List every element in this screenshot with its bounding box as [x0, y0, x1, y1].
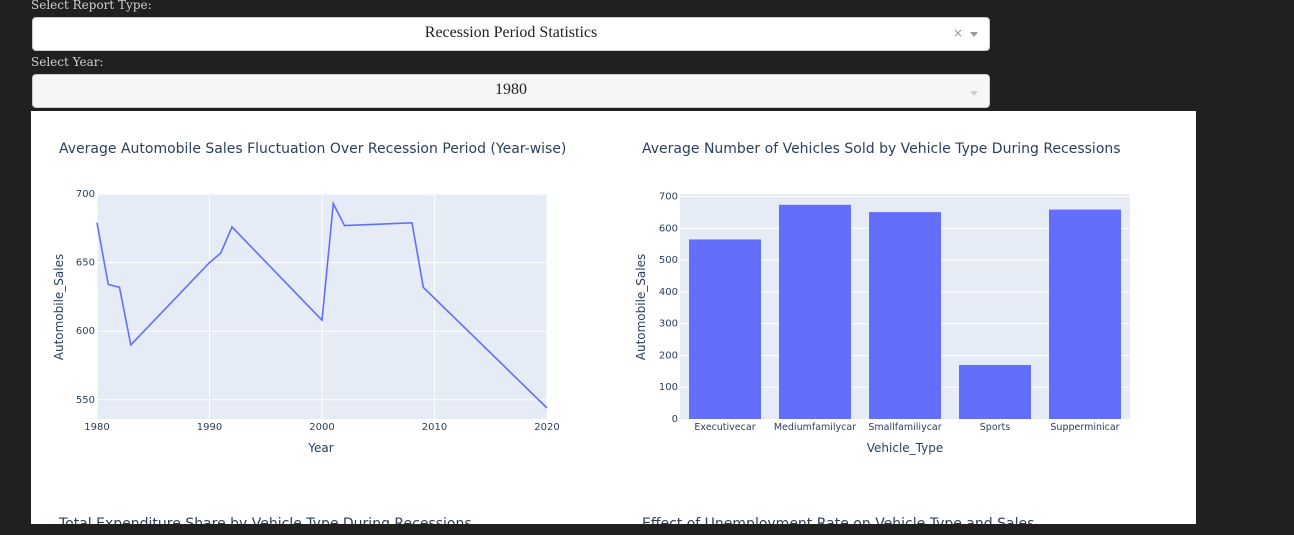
y-tick-label: 700 — [659, 192, 678, 203]
y-axis-title: Automobile_Sales — [52, 254, 66, 361]
y-tick-label: 600 — [76, 326, 95, 337]
chart-title: Average Automobile Sales Fluctuation Ove… — [59, 141, 566, 157]
x-tick-label: 2020 — [534, 422, 559, 433]
x-tick-label: Supperminicar — [1050, 422, 1119, 433]
year-label: Select Year: — [31, 55, 104, 69]
bar — [869, 212, 941, 419]
chart-title: Effect of Unemployment Rate on Vehicle T… — [642, 516, 1034, 524]
y-tick-label: 500 — [659, 255, 678, 266]
x-tick-label: Smallfamiliycar — [868, 422, 941, 433]
y-tick-label: 550 — [76, 395, 95, 406]
bar — [779, 204, 851, 419]
year-dropdown[interactable]: 1980 — [32, 74, 990, 108]
x-tick-label: 1980 — [84, 422, 109, 433]
clear-icon[interactable]: × — [952, 26, 963, 40]
y-axis-title: Automobile_Sales — [634, 254, 648, 361]
y-tick-label: 300 — [659, 319, 678, 330]
bar — [689, 239, 761, 419]
x-tick-label: 1990 — [197, 422, 222, 433]
report-type-label: Select Report Type: — [31, 0, 152, 12]
y-tick-label: 600 — [659, 223, 678, 234]
x-tick-label: 2000 — [309, 422, 334, 433]
y-tick-label: 0 — [672, 414, 678, 425]
chevron-down-icon[interactable] — [970, 91, 978, 96]
bar — [1049, 209, 1121, 419]
year-value: 1980 — [495, 81, 527, 98]
chart-title: Total Expenditure Share by Vehicle Type … — [58, 516, 472, 524]
chart-title: Average Number of Vehicles Sold by Vehic… — [642, 141, 1121, 157]
chevron-down-icon[interactable] — [970, 32, 978, 37]
x-tick-label: Sports — [980, 422, 1011, 433]
y-tick-label: 100 — [659, 382, 678, 393]
x-tick-label: Mediumfamilycar — [774, 422, 856, 433]
x-axis-title: Vehicle_Type — [867, 441, 943, 455]
y-tick-label: 200 — [659, 350, 678, 361]
report-type-value: Recession Period Statistics — [424, 24, 598, 41]
report-type-dropdown[interactable]: Recession Period Statistics × — [32, 17, 990, 51]
y-tick-label: 700 — [76, 189, 95, 200]
x-tick-label: Executivecar — [694, 422, 755, 433]
x-tick-label: 2010 — [422, 422, 447, 433]
bar — [959, 364, 1031, 419]
series-line — [96, 200, 548, 409]
x-axis-title: Year — [307, 441, 333, 455]
y-tick-label: 650 — [76, 258, 95, 269]
charts-panel: Average Automobile Sales Fluctuation Ove… — [31, 111, 1196, 524]
y-tick-label: 400 — [659, 287, 678, 298]
charts-canvas: Average Automobile Sales Fluctuation Ove… — [52, 141, 1130, 524]
